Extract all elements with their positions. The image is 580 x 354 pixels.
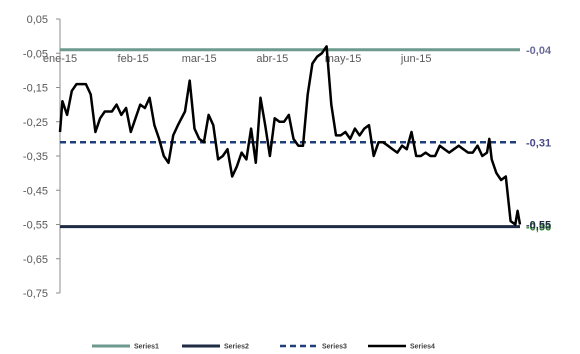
end-label-series1: -0,04	[526, 45, 552, 57]
series-line-4	[58, 45, 522, 226]
legend-label-3: Series3	[322, 344, 347, 351]
y-tick-label: -0,15	[23, 83, 48, 95]
end-label-series4: -0,55	[526, 220, 551, 232]
x-axis: ene-15 feb-15 mar-15 abr-15 may-15 jun-15	[43, 53, 432, 65]
end-label-series2: -0,56	[526, 222, 551, 234]
legend-label-2: Series2	[224, 344, 249, 351]
y-axis: 0,05 -0,05 -0,15 -0,25 -0,35 -0,45 -0,55 -0,65 -…	[23, 14, 61, 300]
y-tick-label: -0,05	[23, 48, 48, 60]
legend: Series1 Series2 Series3 Series4	[92, 344, 435, 351]
y-tick-label: -0,35	[23, 151, 48, 163]
y-tick-label: 0,05	[27, 14, 48, 26]
y-tick-label: -0,25	[23, 117, 48, 129]
y-tick-label: -0,65	[23, 254, 48, 266]
x-tick-label: mar-15	[182, 53, 217, 65]
legend-label-1: Series1	[134, 344, 159, 351]
x-tick-label: feb-15	[118, 53, 149, 65]
end-labels: -0,04 -0,56 -0,31 -0,55	[526, 45, 552, 234]
x-tick-label: abr-15	[256, 53, 288, 65]
end-label-series3: -0,31	[526, 137, 551, 149]
y-tick-label: -0,55	[23, 220, 48, 232]
x-tick-label: may-15	[325, 53, 362, 65]
y-tick-label: -0,45	[23, 185, 48, 197]
y-tick-label: -0,75	[23, 288, 48, 300]
legend-label-4: Series4	[410, 344, 435, 351]
x-tick-label: ene-15	[43, 53, 77, 65]
plot-area	[58, 45, 522, 229]
x-tick-label: jun-15	[400, 53, 432, 65]
